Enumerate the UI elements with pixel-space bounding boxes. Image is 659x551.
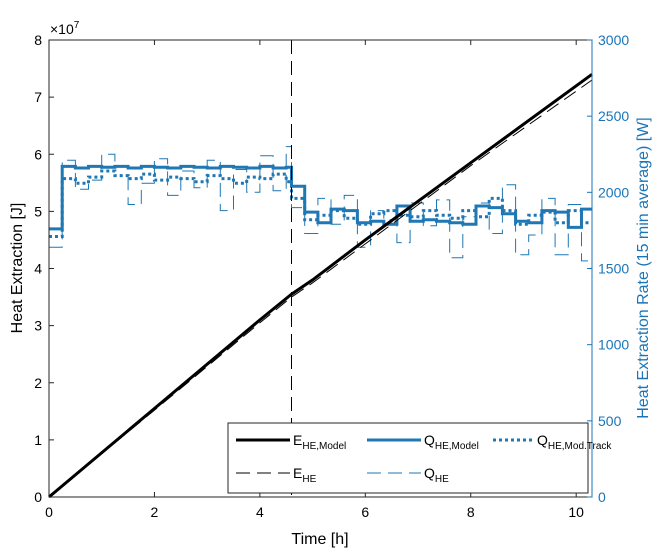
y-right-tick-label: 2500 xyxy=(598,108,629,124)
series-e-he-model xyxy=(48,73,593,499)
legend-label-q-mod-track: QHE,Mod.Track xyxy=(537,432,612,452)
legend-box xyxy=(227,422,589,494)
y-right-tick-label: 1000 xyxy=(598,337,629,353)
legend-label-e-model: EHE,Model xyxy=(293,432,346,452)
y-left-tick-label: 3 xyxy=(34,318,42,334)
y-right-tick-label: 1500 xyxy=(598,261,629,277)
y-left-tick-label: 0 xyxy=(34,489,42,505)
y-left-tick-label: 5 xyxy=(34,203,42,219)
x-tick-label: 4 xyxy=(256,504,264,520)
plot-series xyxy=(48,73,593,499)
left-multiplier: ×107 xyxy=(50,20,80,37)
x-tick-label: 8 xyxy=(467,504,475,520)
left-multiplier-base: ×10 xyxy=(50,21,74,37)
y-left-tick-label: 8 xyxy=(34,32,42,48)
left-multiplier-exp: 7 xyxy=(74,20,80,31)
y-left-tick-label: 7 xyxy=(34,89,42,105)
y-right-tick-label: 0 xyxy=(598,489,606,505)
x-tick-label: 6 xyxy=(361,504,369,520)
y-right-axis-title: Heat Extraction Rate (15 min average) [W… xyxy=(635,117,652,418)
y-right-tick-label: 3000 xyxy=(598,32,629,48)
y-left-tick-label: 1 xyxy=(34,432,42,448)
y-left-tick-label: 4 xyxy=(34,261,42,277)
series-q-he-mod-track xyxy=(49,169,592,238)
legend-label-e-he: EHE xyxy=(293,465,317,485)
x-axis-title: Time [h] xyxy=(291,531,348,548)
y-right-tick-label: 500 xyxy=(598,413,622,429)
legend: EHE,Model QHE,Model QHE,Mod.Track EHE QH… xyxy=(227,422,612,494)
y-right-axis-ticks: 0 500 1000 1500 2000 2500 3000 xyxy=(587,32,629,505)
legend-label-q-model: QHE,Model xyxy=(424,432,479,452)
series-q-he xyxy=(49,146,592,262)
x-tick-label: 0 xyxy=(45,504,53,520)
y-right-tick-label: 2000 xyxy=(598,184,629,200)
y-left-tick-label: 2 xyxy=(34,375,42,391)
y-left-axis-ticks: 0 1 2 3 4 5 6 7 8 xyxy=(34,32,54,505)
series-q-he-model xyxy=(49,164,592,231)
legend-label-q-he: QHE xyxy=(424,465,449,485)
x-axis-ticks: 0 2 4 6 8 10 xyxy=(45,40,584,520)
y-left-axis-title: Heat Extraction [J] xyxy=(9,203,26,334)
x-tick-label: 2 xyxy=(151,504,159,520)
x-tick-label: 10 xyxy=(568,504,584,520)
y-left-tick-label: 6 xyxy=(34,146,42,162)
